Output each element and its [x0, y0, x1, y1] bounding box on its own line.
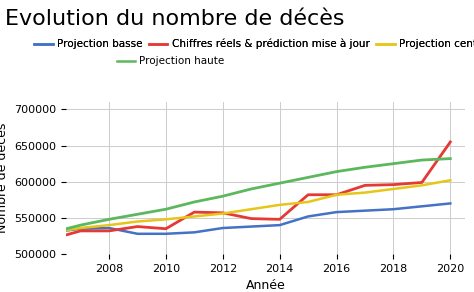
Projection basse	[419, 205, 425, 208]
Chiffres réels & prédiction mise à jour	[362, 184, 368, 187]
Projection basse	[106, 226, 112, 230]
Projection haute	[419, 158, 425, 162]
Line: Projection centrale: Projection centrale	[52, 180, 450, 232]
Chiffres réels & prédiction mise à jour	[277, 218, 283, 221]
Projection centrale	[391, 187, 396, 191]
Chiffres réels & prédiction mise à jour	[163, 227, 169, 230]
Projection basse	[362, 209, 368, 212]
Projection haute	[277, 181, 283, 185]
Projection haute	[49, 231, 55, 234]
Legend: Projection basse, Chiffres réels & prédiction mise à jour, Projection centrale: Projection basse, Chiffres réels & prédi…	[34, 39, 474, 49]
Projection haute	[334, 170, 339, 173]
Chiffres réels & prédiction mise à jour	[447, 140, 453, 144]
Projection basse	[78, 227, 83, 230]
Line: Projection basse: Projection basse	[52, 204, 450, 234]
Projection basse	[305, 215, 311, 218]
Text: Evolution du nombre de décès: Evolution du nombre de décès	[5, 9, 344, 29]
Projection haute	[362, 166, 368, 169]
Line: Chiffres réels & prédiction mise à jour: Chiffres réels & prédiction mise à jour	[52, 142, 450, 239]
Projection centrale	[248, 207, 254, 211]
Projection basse	[135, 232, 140, 236]
Projection centrale	[447, 178, 453, 182]
Projection centrale	[163, 218, 169, 221]
Projection haute	[106, 218, 112, 221]
Y-axis label: Nombre de décès: Nombre de décès	[0, 123, 9, 233]
Projection haute	[447, 157, 453, 160]
X-axis label: Année: Année	[246, 279, 285, 292]
Projection centrale	[334, 193, 339, 197]
Projection haute	[220, 194, 226, 198]
Projection centrale	[106, 223, 112, 227]
Chiffres réels & prédiction mise à jour	[106, 229, 112, 233]
Chiffres réels & prédiction mise à jour	[391, 183, 396, 186]
Projection basse	[248, 225, 254, 228]
Projection haute	[163, 207, 169, 211]
Chiffres réels & prédiction mise à jour	[49, 237, 55, 241]
Chiffres réels & prédiction mise à jour	[220, 211, 226, 215]
Chiffres réels & prédiction mise à jour	[135, 225, 140, 228]
Projection centrale	[362, 191, 368, 194]
Legend: Projection haute: Projection haute	[117, 56, 225, 66]
Projection centrale	[220, 212, 226, 215]
Projection haute	[305, 176, 311, 179]
Projection haute	[135, 213, 140, 216]
Chiffres réels & prédiction mise à jour	[419, 181, 425, 184]
Projection basse	[220, 226, 226, 230]
Projection centrale	[419, 184, 425, 187]
Chiffres réels & prédiction mise à jour	[78, 229, 83, 233]
Projection basse	[334, 210, 339, 214]
Chiffres réels & prédiction mise à jour	[305, 193, 311, 197]
Projection basse	[391, 207, 396, 211]
Projection basse	[447, 202, 453, 205]
Projection haute	[248, 187, 254, 191]
Projection haute	[78, 223, 83, 227]
Projection basse	[49, 231, 55, 234]
Projection centrale	[78, 226, 83, 230]
Projection centrale	[135, 220, 140, 223]
Chiffres réels & prédiction mise à jour	[191, 210, 197, 214]
Line: Projection haute: Projection haute	[52, 159, 450, 232]
Projection centrale	[49, 231, 55, 234]
Projection centrale	[305, 200, 311, 204]
Projection basse	[277, 223, 283, 227]
Projection centrale	[191, 215, 197, 218]
Chiffres réels & prédiction mise à jour	[248, 217, 254, 220]
Projection basse	[191, 231, 197, 234]
Projection basse	[163, 232, 169, 236]
Projection haute	[191, 200, 197, 204]
Projection centrale	[277, 203, 283, 207]
Chiffres réels & prédiction mise à jour	[334, 193, 339, 197]
Projection haute	[391, 162, 396, 165]
